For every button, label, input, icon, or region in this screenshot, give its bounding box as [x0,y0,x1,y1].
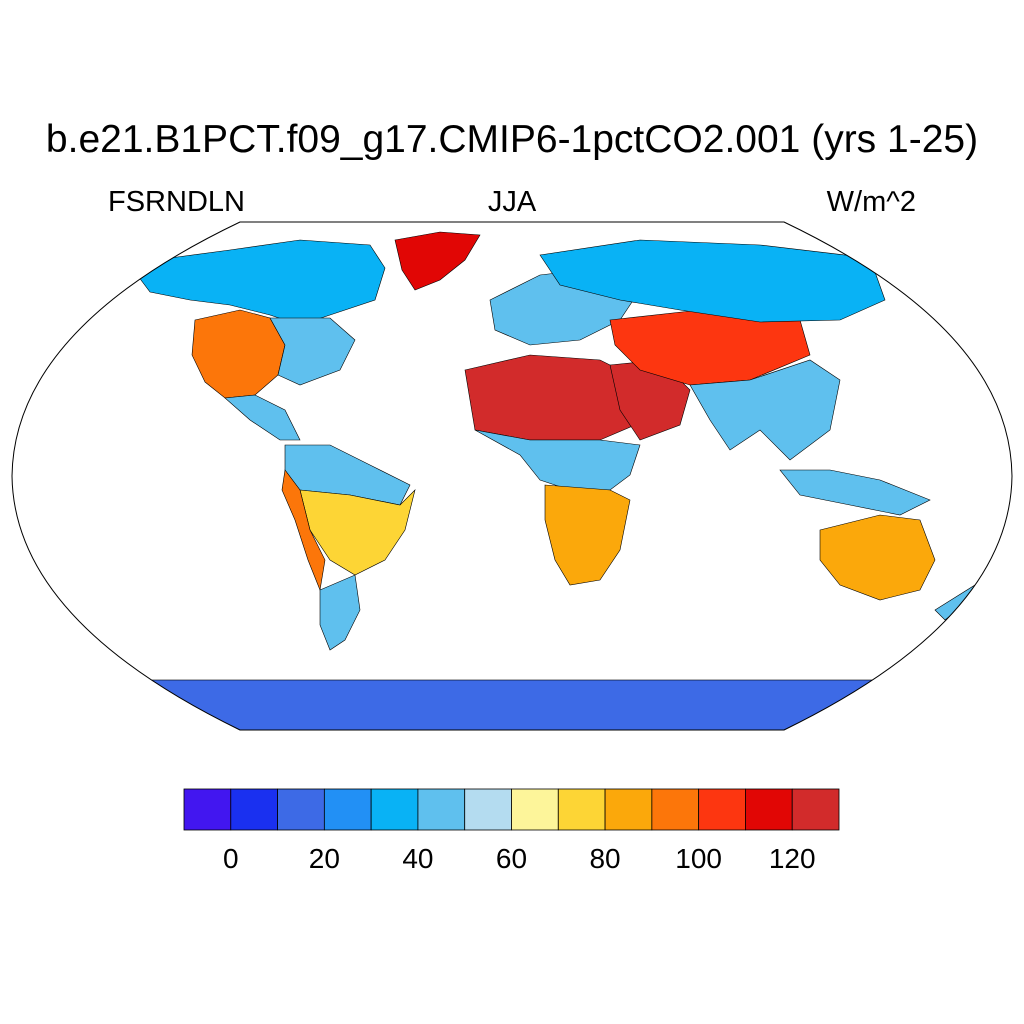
region-southern-africa [544,484,631,586]
region-india-se-asia [689,359,841,461]
map-title: b.e21.B1PCT.f09_g17.CMIP6-1pctCO2.001 (y… [45,118,979,161]
variable-label: FSRNDLN [108,186,245,218]
colorbar-swatch [464,788,512,831]
colorbar-swatch [370,788,419,831]
colorbar-tick-label: 0 [223,843,239,874]
region-central-africa [474,429,641,491]
colorbar-tick-label: 80 [589,843,620,874]
colorbar-tick-label: 60 [496,843,527,874]
region-canada [134,239,386,326]
region-patagonia [319,574,361,651]
region-siberia [539,239,886,323]
colorbar-swatch [183,788,232,831]
colorbar-swatch [230,788,278,831]
colorbar-swatch [604,788,653,831]
region-greenland [394,231,481,291]
colorbar-swatch [791,788,840,831]
colorbar-swatch [557,788,606,831]
colorbar-swatch [651,788,700,831]
region-australia [819,514,936,601]
region-eastern-usa [269,317,356,386]
region-brazil [299,489,416,576]
colorbar-swatch [277,788,325,831]
colorbar-tick-label: 20 [309,843,340,874]
units-label: W/m^2 [826,186,916,218]
colorbar-swatch [323,788,372,831]
colorbar-swatch [511,788,559,831]
season-label: JJA [487,186,537,218]
colorbar-swatch [745,788,793,831]
colorbar-tick-label: 40 [402,843,433,874]
colorbar-tick-label: 120 [769,843,816,874]
region-southwest-usa [191,309,286,399]
colorbar-swatch [698,788,746,831]
region-mexico-central-america [224,394,301,441]
colorbar-tick-label: 100 [675,843,722,874]
map-boundary [11,221,1013,731]
colorbar-swatch [417,788,466,831]
region-indonesia [779,469,931,516]
